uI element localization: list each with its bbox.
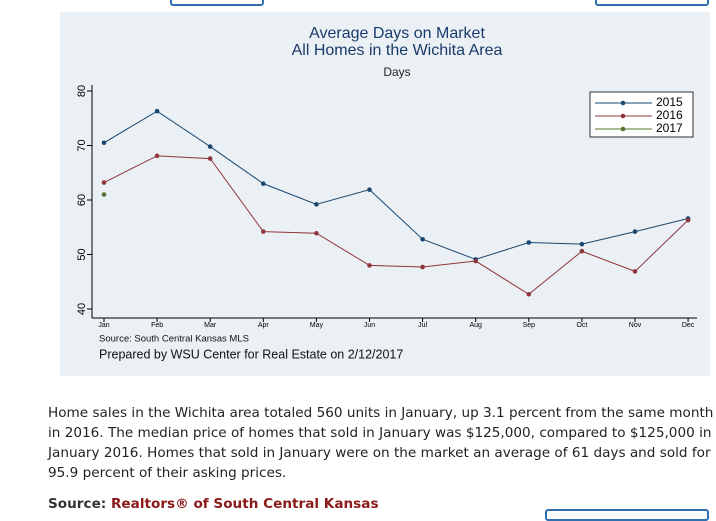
button[interactable]: [595, 0, 709, 6]
source-link[interactable]: Realtors® of South Central Kansas: [110, 496, 379, 512]
data-point: [420, 236, 425, 242]
x-tick-label: Nov: [629, 322, 642, 329]
x-tick-label: Jul: [418, 322, 427, 329]
series-line: [103, 110, 689, 260]
note: Prepared by WSU Center for Real Estate o…: [99, 347, 403, 361]
button[interactable]: [545, 509, 709, 521]
legend-label: 2017: [656, 121, 683, 135]
x-tick-label: Jun: [364, 322, 375, 329]
y-tick-label: 50: [76, 248, 88, 260]
data-point: [314, 202, 319, 207]
y-tick-label: 60: [76, 194, 88, 206]
x-tick-label: Sep: [523, 322, 536, 329]
legend-label: 2016: [656, 108, 683, 122]
data-point: [207, 156, 213, 161]
data-point: [526, 240, 532, 245]
x-tick-label: Dec: [682, 322, 695, 329]
chart-background: [60, 12, 710, 376]
legend-label: 2015: [656, 95, 683, 109]
y-axis-title: Days: [383, 65, 410, 79]
paragraph: Home sales in the Wichita area totaled 5…: [48, 405, 714, 481]
data-point: [154, 153, 160, 159]
data-point: [101, 192, 107, 197]
data-point: [101, 180, 107, 185]
chart-subtitle: All Homes in the Wichita Area: [292, 42, 503, 59]
data-point: [261, 181, 266, 186]
data-point: [367, 263, 372, 268]
legend-marker: [620, 100, 626, 106]
x-tick-label: Apr: [258, 322, 270, 329]
source: Source: Realtors® of South Central Kansa…: [48, 496, 379, 512]
x-tick-label: Oct: [576, 322, 587, 329]
legend-marker: [620, 126, 626, 132]
note: Source: South Central Kansas MLS: [99, 334, 249, 345]
series-line: [103, 155, 689, 295]
button[interactable]: [170, 0, 264, 6]
x-tick-label: May: [310, 322, 324, 329]
y-tick-label: 40: [76, 303, 88, 315]
x-tick-label: Mar: [204, 322, 217, 329]
y-tick-label: 70: [76, 139, 88, 151]
chart: Average Days on Market All Homes in the …: [60, 12, 710, 376]
source-label: Source:: [48, 496, 107, 512]
legend-marker: [620, 113, 626, 119]
data-point: [420, 264, 425, 270]
data-point: [685, 217, 691, 223]
data-point: [632, 269, 638, 274]
data-point: [526, 291, 532, 297]
data-point: [579, 241, 585, 247]
data-point: [207, 144, 213, 149]
data-point: [154, 108, 160, 114]
data-point: [473, 258, 479, 264]
chart-title: Average Days on Market: [309, 25, 485, 42]
data-point: [367, 187, 372, 192]
y-tick-label: 80: [76, 85, 88, 97]
data-point: [261, 229, 266, 234]
data-point: [314, 230, 319, 236]
data-point: [101, 140, 107, 146]
data-point: [632, 229, 638, 234]
x-tick-label: Jan: [98, 322, 109, 329]
data-point: [579, 248, 585, 254]
x-tick-label: Aug: [469, 322, 482, 329]
x-tick-label: Feb: [151, 322, 163, 329]
